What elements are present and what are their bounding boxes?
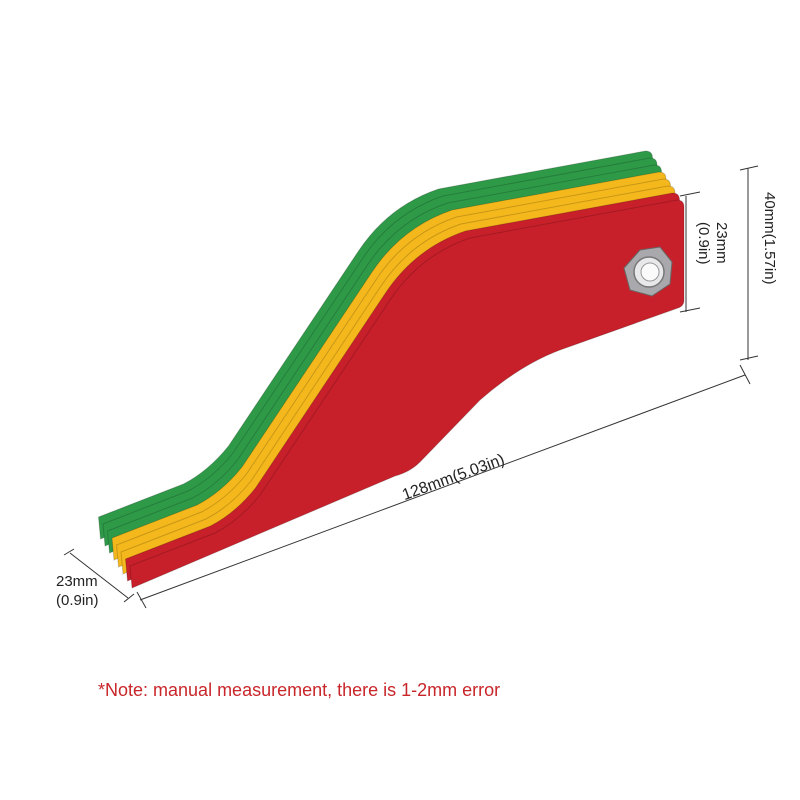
- right-width-mm-label: 23mm: [713, 222, 730, 264]
- measurement-note: *Note: manual measurement, there is 1-2m…: [98, 680, 501, 700]
- left-width-in-label: (0.9in): [56, 592, 99, 609]
- height-label: 40mm(1.57in): [761, 192, 778, 285]
- left-width-mm-label: 23mm: [56, 573, 98, 590]
- dimension-lines: [63, 165, 759, 609]
- right-width-in-label: (0.9in): [695, 222, 712, 265]
- gauge-blades: [98, 150, 685, 589]
- bolt-icon: [623, 246, 673, 297]
